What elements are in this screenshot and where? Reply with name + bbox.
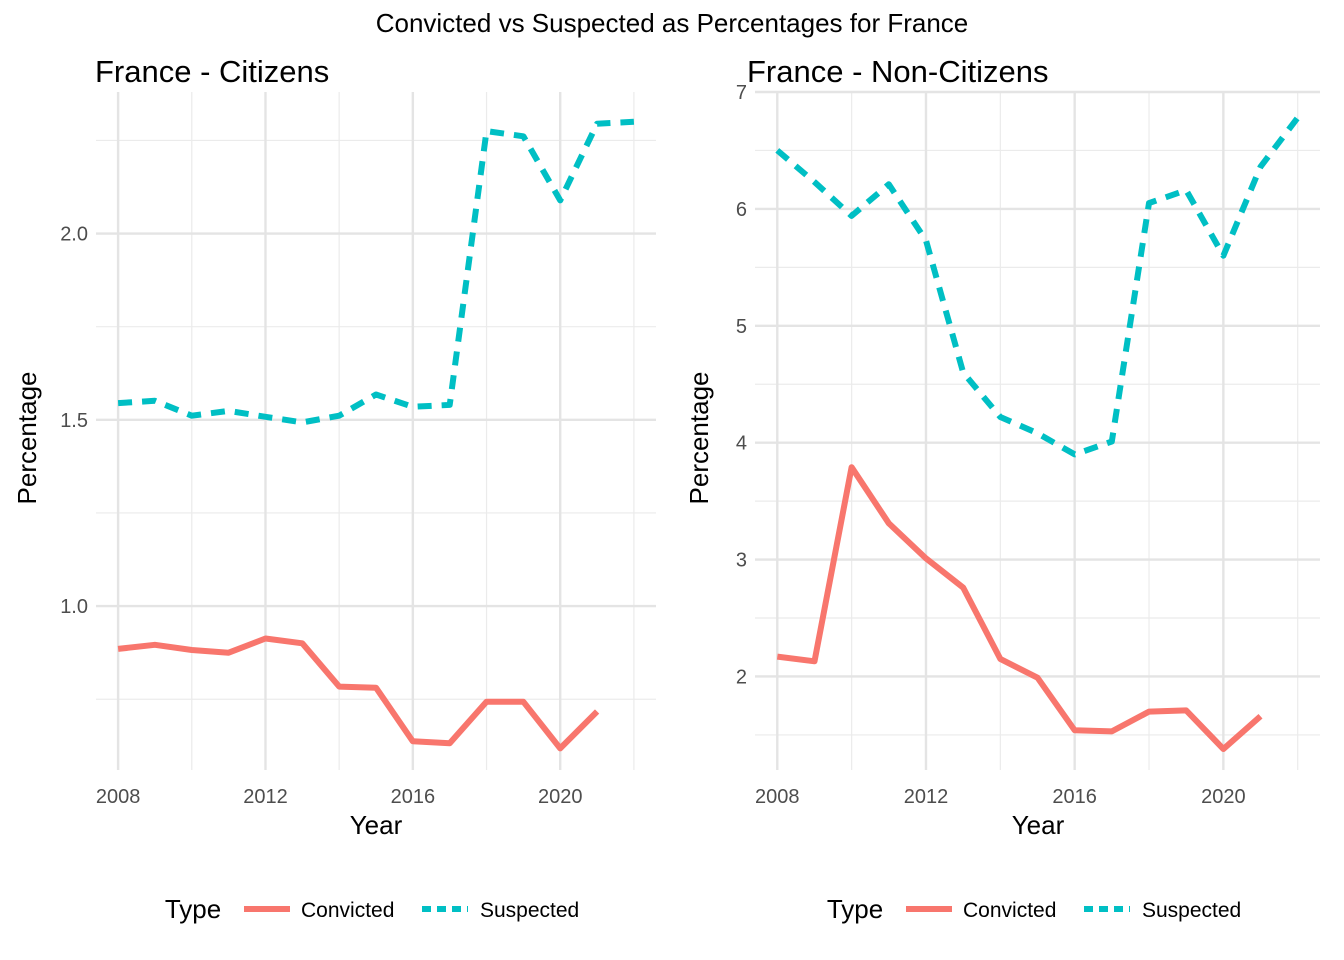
figure-title: Convicted vs Suspected as Percentages fo… (376, 8, 969, 38)
legend-label-convicted: Convicted (963, 899, 1056, 922)
series-line-convicted (117, 635, 600, 752)
x-tick-label: 2020 (538, 786, 583, 808)
tick-labels: 2008 2012 2016 2020 2 3 4 5 6 7 (736, 82, 1246, 808)
y-tick-label: 1.0 (60, 596, 88, 618)
legend-label-suspected: Suspected (480, 899, 579, 922)
legend: Type Convicted Suspected (827, 894, 1241, 924)
legend-label-convicted: Convicted (301, 899, 394, 922)
legend: Type Convicted Suspected (165, 894, 579, 924)
series-layer (117, 118, 635, 752)
x-tick-label: 2008 (96, 786, 141, 808)
y-tick-label: 1.5 (60, 410, 88, 432)
gridlines (96, 92, 656, 770)
series-line-suspected (117, 118, 635, 426)
series-layer (775, 115, 1301, 752)
x-tick-label: 2016 (391, 786, 436, 808)
y-tick-label: 3 (736, 550, 747, 572)
y-axis-label: Percentage (684, 372, 714, 505)
legend-label-suspected: Suspected (1142, 899, 1241, 922)
y-axis-label: Percentage (12, 372, 42, 505)
legend-title: Type (827, 894, 883, 924)
x-tick-label: 2008 (755, 786, 800, 808)
x-tick-label: 2012 (243, 786, 288, 808)
x-tick-label: 2016 (1052, 786, 1097, 808)
x-axis-label: Year (350, 810, 403, 840)
tick-labels: 2008 2012 2016 2020 1.0 1.5 2.0 (60, 224, 582, 808)
y-tick-label: 5 (736, 316, 747, 338)
y-tick-label: 7 (736, 82, 747, 104)
series-line-convicted (776, 464, 1263, 752)
y-tick-label: 2.0 (60, 224, 88, 246)
panel-title: France - Citizens (95, 54, 329, 89)
x-tick-label: 2020 (1201, 786, 1246, 808)
gridlines (755, 90, 1320, 770)
x-tick-label: 2012 (904, 786, 949, 808)
legend-title: Type (165, 894, 221, 924)
y-tick-label: 6 (736, 199, 747, 221)
y-tick-label: 4 (736, 433, 747, 455)
x-axis-label: Year (1012, 810, 1065, 840)
y-tick-label: 2 (736, 666, 747, 688)
series-line-suspected (775, 115, 1301, 458)
chart-panel-citizens: France - Citizens 2008 2012 2016 2020 1.0 1.5… (12, 54, 656, 924)
panel-title: France - Non-Citizens (747, 54, 1048, 89)
chart-panel-non-citizens: France - Non-Citizens 2008 2012 2016 2020 2 3… (684, 54, 1320, 924)
